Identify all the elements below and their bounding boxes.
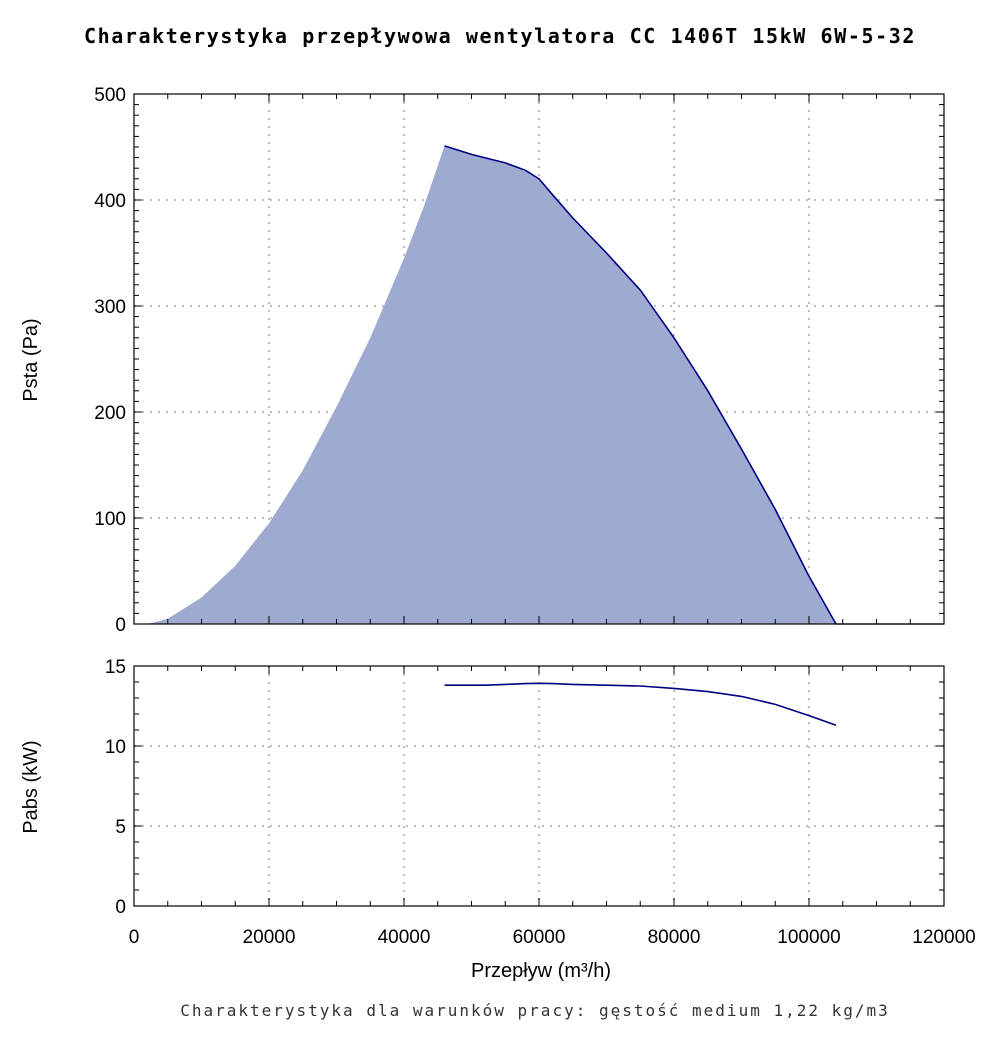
psta-area-fill [134,145,836,624]
pabs-line [444,682,837,726]
psta-plot: 0 100 200 300 400 500 [94,85,945,636]
y-tick-label: 500 [94,85,126,106]
x-axis-label: Przepływ (m³/h) [471,960,611,982]
y-tick-label: 0 [115,615,126,636]
y-tick-label: 5 [115,817,126,838]
pabs-plot: 0 5 10 15 0 20000 40000 60000 80000 100000 120000 [105,657,976,948]
chart-title: Charakterystyka przepływowa wentylatora … [83,24,917,48]
pabs-axis-label: Pabs (kW) [20,740,42,833]
psta-curve-line [444,145,837,625]
x-tick-label: 40000 [378,927,431,948]
x-tick-label: 60000 [513,927,566,948]
x-tick-label: 80000 [648,927,701,948]
x-tick-label: 20000 [243,927,296,948]
psta-axis-label: Psta (Pa) [20,318,42,401]
y-tick-label: 100 [94,509,126,530]
y-tick-label: 400 [94,191,126,212]
y-tick-label: 200 [94,403,126,424]
x-tick-label: 100000 [777,927,840,948]
x-tick-label: 0 [129,927,140,948]
y-tick-label: 0 [115,897,126,918]
y-tick-label: 300 [94,297,126,318]
y-tick-label: 15 [105,657,126,678]
x-tick-label: 120000 [912,927,975,948]
y-tick-label: 10 [105,737,126,758]
conditions-caption: Charakterystyka dla warunków pracy: gęst… [180,1001,890,1020]
